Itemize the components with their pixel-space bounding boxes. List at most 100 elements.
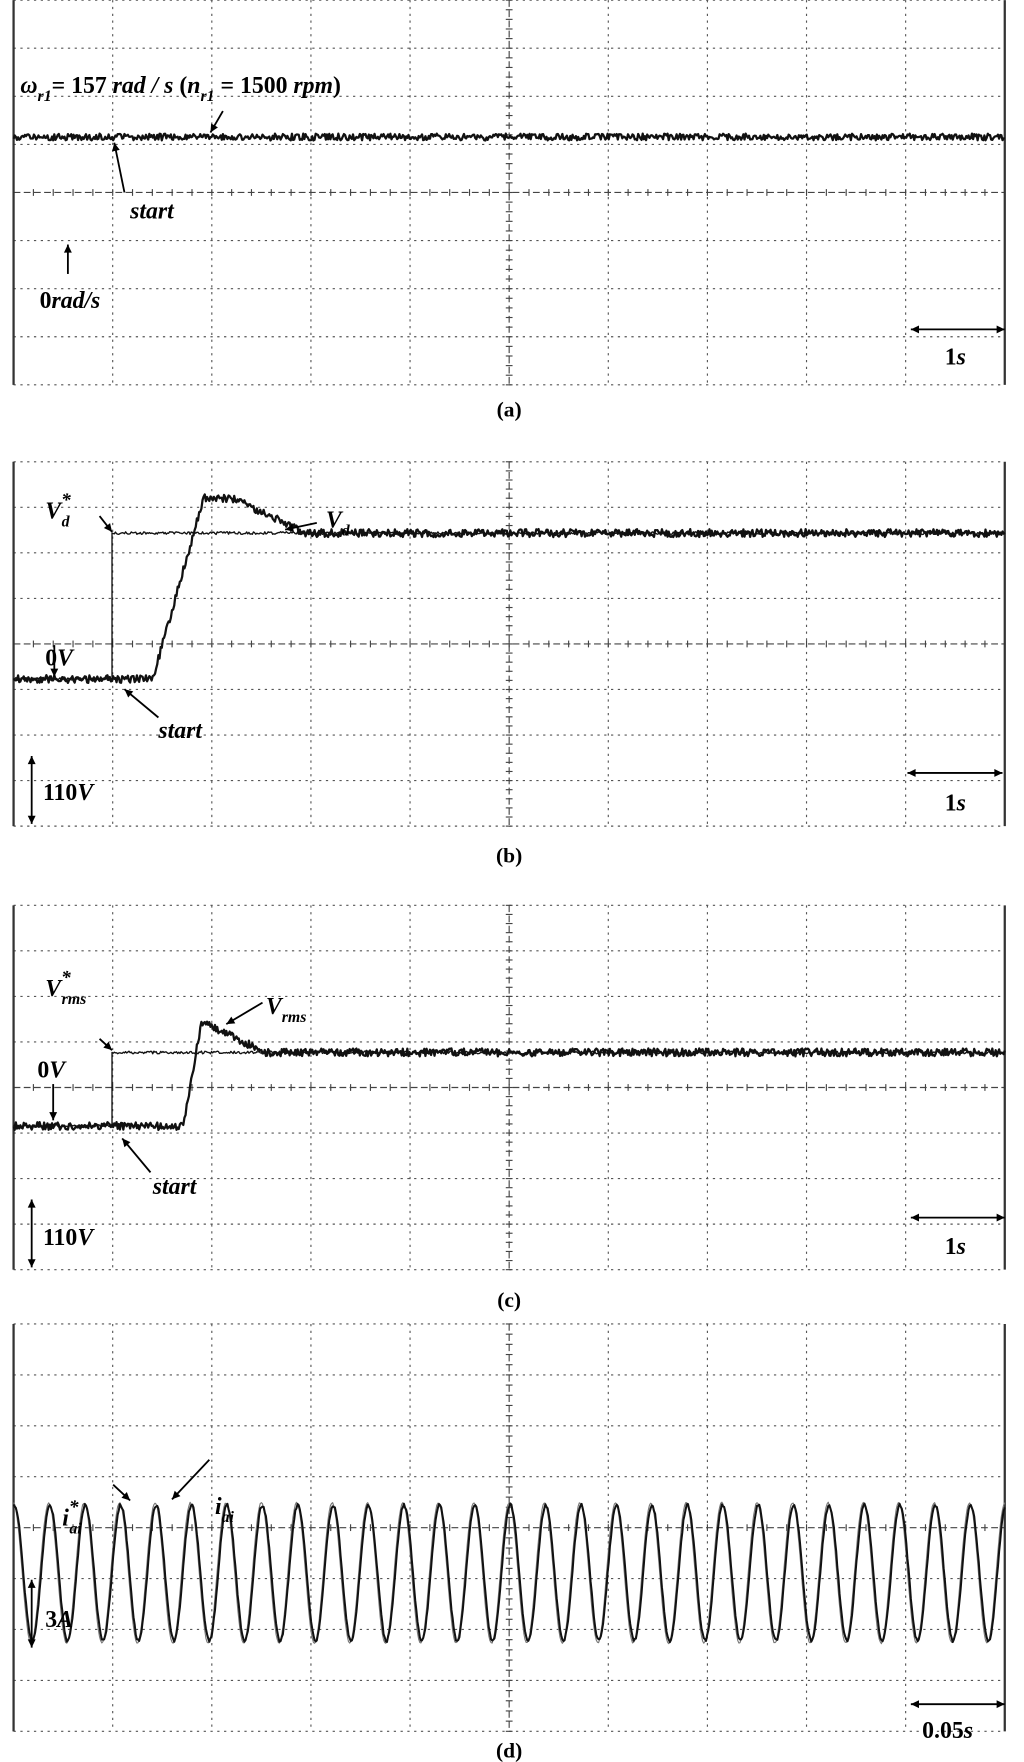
arrow-head: [907, 769, 916, 777]
annotation-run: rad / s: [113, 73, 174, 99]
annotation-run: rpm: [293, 73, 333, 99]
arrow-head: [996, 325, 1005, 334]
annotation: 110V: [43, 1225, 95, 1251]
arrow-head: [27, 1199, 36, 1208]
arrow-head: [27, 1639, 36, 1648]
arrow-head: [171, 1490, 181, 1500]
annotation-run: s: [956, 344, 966, 370]
annotation: V* d: [45, 490, 71, 530]
arrow-head: [27, 815, 36, 824]
waveform: [12, 132, 1006, 142]
arrow-head: [27, 755, 36, 765]
panel-label: (a): [497, 398, 522, 422]
annotation-run: 0.05: [922, 1718, 964, 1744]
arrow-head: [210, 123, 218, 133]
annotation-run: *: [61, 967, 71, 988]
annotation-run: (: [173, 73, 187, 99]
annotation: Vd: [326, 507, 351, 539]
arrow-head: [996, 1700, 1005, 1709]
annotation: 0V: [37, 1057, 67, 1083]
annotation-run: n: [187, 73, 200, 99]
annotation-run: rad/s: [51, 288, 100, 314]
arrow-head: [124, 689, 134, 698]
arrow-head: [27, 1259, 36, 1268]
annotation-run: rms: [282, 1009, 307, 1026]
annotation: start: [152, 1174, 198, 1200]
arrow-head: [63, 244, 72, 253]
arrow-head: [121, 1492, 131, 1501]
annotation-run: ω: [20, 73, 37, 99]
panel-label: (c): [497, 1288, 521, 1312]
waveform: [12, 1502, 1006, 1644]
annotation-run: ): [333, 73, 341, 99]
annotation-run: V: [45, 976, 63, 1002]
annotation-run: start: [129, 199, 175, 225]
annotation: ωr1= 157 rad / s (nr1 = 1500 rpm): [20, 73, 341, 105]
annotation-run: *: [61, 490, 71, 511]
annotation: start: [157, 718, 203, 744]
annotation: 0rad/s: [40, 288, 101, 314]
annotation-run: i: [215, 1494, 222, 1520]
arrow-head: [112, 142, 120, 152]
arrow-head: [910, 325, 920, 334]
annotation: 0V: [45, 645, 75, 671]
waveform: [13, 1501, 1006, 1645]
annotation: 110V: [43, 780, 95, 806]
annotation-run: V: [326, 507, 344, 533]
annotation-run: start: [152, 1174, 198, 1200]
waveform: [12, 493, 1006, 685]
arrow-head: [910, 1700, 920, 1709]
annotation: V* rms: [45, 967, 86, 1007]
annotation-run: i: [62, 1505, 69, 1531]
annotation: 3A: [45, 1607, 73, 1633]
arrow-head: [226, 1016, 236, 1025]
annotation-run: rms: [62, 991, 87, 1008]
annotation-run: 0: [45, 645, 57, 671]
panel-label: (b): [496, 843, 522, 867]
annotation-run: 3: [45, 1607, 57, 1633]
arrow-head: [49, 1112, 58, 1121]
annotation-run: ai: [222, 1509, 235, 1526]
annotation: i* ai: [62, 1497, 82, 1537]
annotation-run: V: [266, 994, 284, 1020]
annotation-run: s: [963, 1718, 973, 1744]
annotation: 0.05s: [922, 1718, 973, 1744]
annotation: 1s: [945, 344, 966, 370]
annotation-run: = 157: [52, 73, 113, 99]
annotation-run: d: [62, 513, 71, 530]
annotation-run: ai: [69, 1520, 82, 1537]
annotation-run: s: [956, 790, 966, 816]
annotation-run: r1: [38, 88, 52, 105]
annotation-run: *: [69, 1497, 79, 1518]
arrow-line: [113, 142, 126, 193]
annotation-run: 1: [945, 1234, 957, 1260]
arrow-head: [50, 668, 59, 677]
waveform: [12, 1020, 1006, 1132]
annotation-run: V: [57, 645, 75, 671]
arrow-head: [996, 1213, 1005, 1222]
annotation: 1s: [945, 790, 966, 816]
panel-label: (d): [496, 1738, 522, 1762]
annotation-run: 0: [40, 288, 52, 314]
annotation-run: A: [55, 1607, 73, 1633]
arrow-head: [122, 1138, 131, 1148]
annotation-run: 1: [945, 790, 957, 816]
annotation-run: 1: [945, 344, 957, 370]
annotation-run: V: [77, 780, 95, 806]
arrow-head: [103, 523, 113, 532]
annotation-run: r1: [200, 88, 214, 105]
annotation: Vrms: [266, 994, 306, 1026]
annotation: start: [129, 199, 175, 225]
annotation-run: 110: [43, 780, 77, 806]
annotation-run: d: [342, 522, 351, 539]
arrow-line: [171, 1459, 210, 1500]
annotation-run: 110: [43, 1225, 77, 1251]
annotation-run: 0: [37, 1057, 49, 1083]
arrow-head: [994, 769, 1003, 777]
annotation-run: start: [157, 718, 203, 744]
annotation-run: V: [45, 498, 63, 524]
arrow-head: [103, 1041, 113, 1051]
annotation: iai: [215, 1494, 235, 1526]
arrow-head: [27, 1579, 36, 1588]
